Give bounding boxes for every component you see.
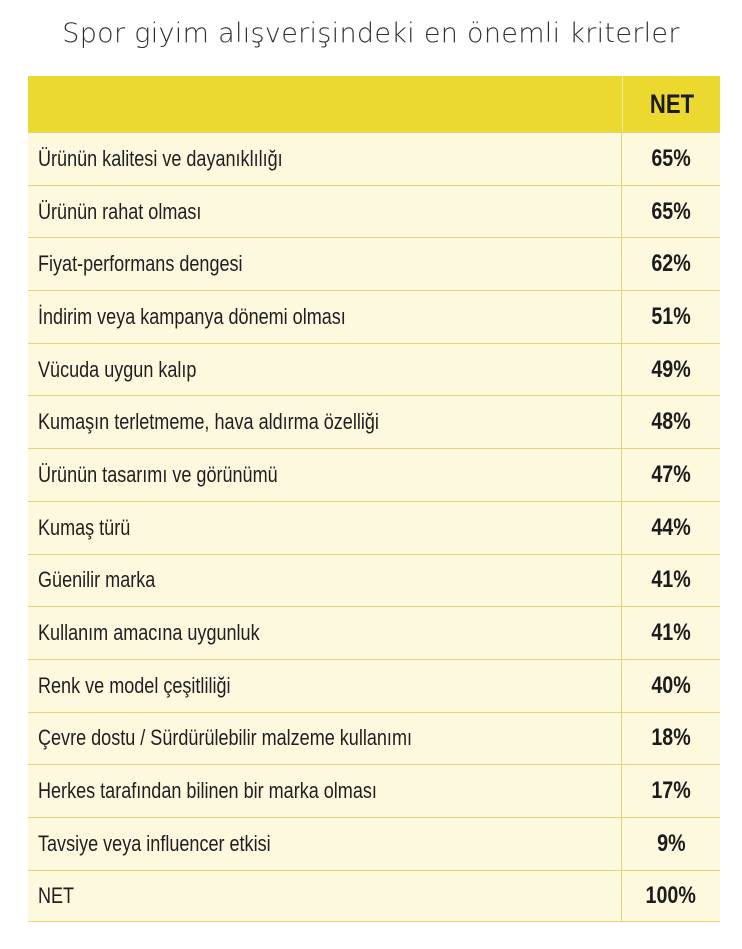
- row-label: Çevre dostu / Sürdürülebilir malzeme kul…: [38, 725, 412, 751]
- row-label: İndirim veya kampanya dönemi olması: [38, 303, 346, 329]
- row-value: 65%: [651, 197, 691, 225]
- row-value: 9%: [656, 829, 686, 857]
- row-value-cell: 41%: [622, 555, 720, 607]
- chart-title: Spor giyim alışverişindeki en önemli kri…: [62, 18, 680, 49]
- row-label-cell: Kullanım amacına uygunluk: [28, 607, 622, 659]
- row-label: Vücuda uygun kalıp: [38, 356, 197, 382]
- table-row: Renk ve model çeşitliliği 40%: [28, 658, 720, 712]
- criteria-table: NET Ürünün kalitesi ve dayanıklılığı 65% Ü…: [28, 76, 720, 923]
- row-label: Ürünün tasarımı ve görünümü: [38, 461, 278, 487]
- row-label: NET: [38, 882, 75, 908]
- row-value: 47%: [651, 460, 691, 488]
- table-row: Ürünün rahat olması 65%: [28, 184, 720, 238]
- row-label: Renk ve model çeşitliliği: [38, 672, 231, 698]
- row-label: Tavsiye veya influencer etkisi: [38, 830, 271, 856]
- row-label-cell: Fiyat-performans dengesi: [28, 238, 622, 291]
- row-value: 44%: [651, 513, 691, 541]
- row-value-cell: 41%: [622, 607, 720, 659]
- table-body: Ürünün kalitesi ve dayanıklılığı 65% Ürünü…: [28, 132, 720, 923]
- row-value-cell: 17%: [622, 765, 720, 817]
- table-row: Güenilir marka 41%: [28, 553, 720, 607]
- row-label: Herkes tarafından bilinen bir marka olma…: [38, 778, 377, 804]
- table-row: Herkes tarafından bilinen bir marka olma…: [28, 764, 720, 817]
- row-value-cell: 49%: [622, 344, 720, 396]
- row-label-cell: Vücuda uygun kalıp: [28, 343, 622, 396]
- row-label-cell: Kumaş türü: [28, 501, 622, 554]
- row-label: Fiyat-performans dengesi: [38, 251, 243, 277]
- table-row: Kumaş türü 44%: [28, 500, 720, 554]
- table-row: Fiyat-performans dengesi 62%: [28, 237, 720, 291]
- table-row: Ürünün kalitesi ve dayanıklılığı 65%: [28, 132, 720, 185]
- table-row: Çevre dostu / Sürdürülebilir malzeme kul…: [28, 711, 720, 765]
- row-label-cell: Herkes tarafından bilinen bir marka olma…: [28, 765, 622, 817]
- row-label-cell: Çevre dostu / Sürdürülebilir malzeme kul…: [28, 712, 622, 765]
- row-value-cell: 65%: [622, 186, 720, 238]
- row-label-cell: Ürünün kalitesi ve dayanıklılığı: [28, 133, 622, 185]
- row-value-cell: 48%: [622, 396, 720, 448]
- row-value: 40%: [651, 671, 691, 699]
- row-value-cell: 47%: [622, 449, 720, 501]
- row-label-cell: Güenilir marka: [28, 554, 622, 607]
- table-row: Vücuda uygun kalıp 49%: [28, 342, 720, 396]
- row-value: 17%: [651, 777, 691, 805]
- row-label: Güenilir marka: [38, 567, 156, 593]
- row-value: 100%: [645, 881, 697, 909]
- row-value: 51%: [651, 302, 691, 330]
- row-value: 62%: [651, 250, 691, 278]
- table-row: İndirim veya kampanya dönemi olması 51%: [28, 290, 720, 343]
- row-value: 41%: [651, 619, 691, 647]
- row-label: Ürünün rahat olması: [38, 198, 202, 224]
- row-value-cell: 44%: [622, 502, 720, 554]
- table-row: Tavsiye veya influencer etkisi 9%: [28, 816, 720, 870]
- row-value: 18%: [651, 724, 691, 752]
- row-label: Kumaş türü: [38, 514, 131, 540]
- row-value: 41%: [651, 566, 691, 594]
- table-row: Kumaşın terletmeme, hava aldırma özelliğ…: [28, 395, 720, 449]
- row-label-cell: İndirim veya kampanya dönemi olması: [28, 291, 622, 343]
- row-value-cell: 65%: [622, 133, 720, 185]
- row-label-cell: Ürünün tasarımı ve görünümü: [28, 449, 622, 501]
- row-value-cell: 62%: [622, 238, 720, 290]
- row-label-cell: Tavsiye veya influencer etkisi: [28, 817, 622, 870]
- row-value-cell: 51%: [622, 291, 720, 343]
- row-value: 49%: [651, 355, 691, 383]
- row-label-cell: Ürünün rahat olması: [28, 185, 622, 238]
- row-label: Kullanım amacına uygunluk: [38, 620, 260, 646]
- header-label-cell: [28, 76, 623, 132]
- row-label-cell: NET: [28, 870, 622, 922]
- row-label: Kumaşın terletmeme, hava aldırma özelliğ…: [38, 409, 379, 435]
- table-row: Ürünün tasarımı ve görünümü 47%: [28, 448, 720, 501]
- row-value-cell: 40%: [622, 660, 720, 712]
- row-value: 48%: [651, 408, 691, 436]
- table-row: Kullanım amacına uygunluk 41%: [28, 606, 720, 659]
- table-header: NET: [28, 76, 720, 132]
- row-value: 65%: [651, 144, 691, 172]
- row-value-cell: 9%: [622, 818, 720, 870]
- row-label-cell: Kumaşın terletmeme, hava aldırma özelliğ…: [28, 396, 622, 449]
- header-net: NET: [649, 88, 695, 119]
- row-label: Ürünün kalitesi ve dayanıklılığı: [38, 145, 283, 171]
- table-row: NET 100%: [28, 869, 720, 923]
- row-label-cell: Renk ve model çeşitliliği: [28, 659, 622, 712]
- row-value-cell: 100%: [622, 871, 720, 922]
- row-value-cell: 18%: [622, 713, 720, 765]
